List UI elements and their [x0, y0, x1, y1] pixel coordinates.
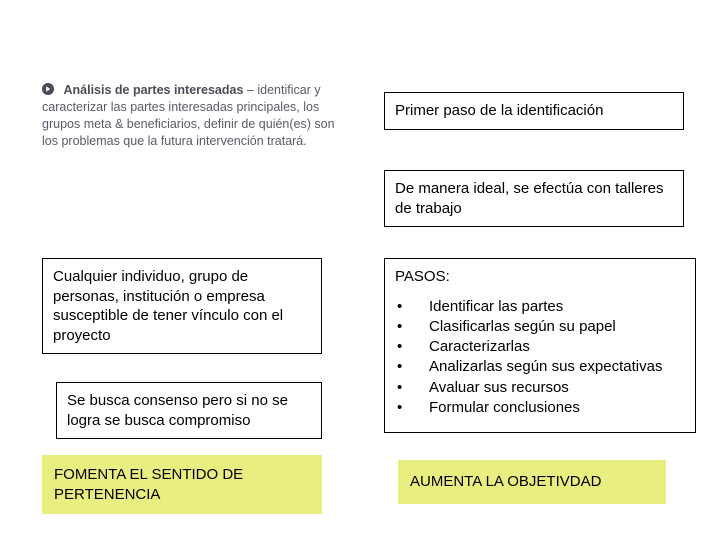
intro-lead: Análisis de partes interesadas	[63, 83, 243, 97]
box-cualquier-individuo: Cualquier individuo, grupo de personas, …	[42, 258, 322, 354]
intro-block: Análisis de partes interesadas – identif…	[42, 82, 342, 150]
box-manera-ideal: De manera ideal, se efectúa con talleres…	[384, 170, 684, 227]
highlight-pertenencia: FOMENTA EL SENTIDO DE PERTENENCIA	[42, 455, 322, 514]
intro-text: Análisis de partes interesadas – identif…	[42, 83, 335, 148]
highlight-objetividad: AUMENTA LA OBJETIVDAD	[398, 460, 666, 504]
list-item: Formular conclusiones	[395, 398, 685, 418]
arrow-right-circle-icon	[42, 83, 54, 95]
box-consenso: Se busca consenso pero si no se logra se…	[56, 382, 322, 439]
list-item: Avaluar sus recursos	[395, 378, 685, 398]
list-item: Identificar las partes	[395, 297, 685, 317]
list-item: Caracterizarlas	[395, 337, 685, 357]
box-pasos: PASOS: Identificar las partes Clasificar…	[384, 258, 696, 433]
pasos-list: Identificar las partes Clasificarlas seg…	[395, 297, 685, 419]
list-item: Clasificarlas según su papel	[395, 317, 685, 337]
list-item: Analizarlas según sus expectativas	[395, 357, 685, 377]
pasos-label: PASOS:	[395, 267, 685, 287]
box-primer-paso: Primer paso de la identificación	[384, 92, 684, 130]
